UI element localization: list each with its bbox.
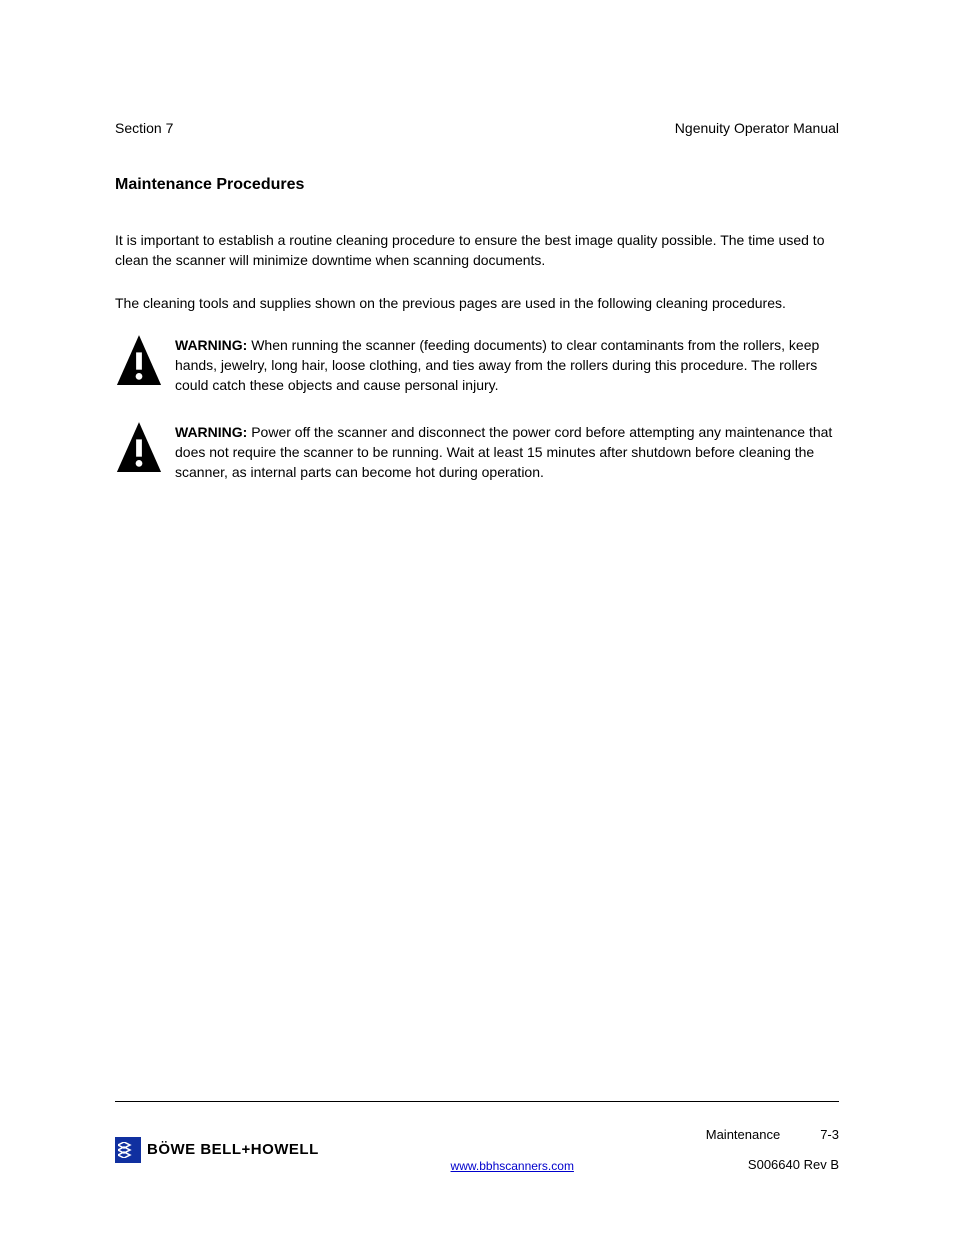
logo-mark-icon <box>115 1137 141 1163</box>
intro-paragraph: It is important to establish a routine c… <box>115 230 839 271</box>
footer: BÖWE BELL+HOWELL www.bbhscanners.com Mai… <box>115 1101 839 1187</box>
maintenance-title: Maintenance Procedures <box>115 176 839 194</box>
footer-center: www.bbhscanners.com <box>319 1157 706 1175</box>
footer-section-name: Maintenance <box>706 1127 780 1142</box>
warning-body: When running the scanner (feeding docume… <box>175 337 819 394</box>
logo-text: BÖWE BELL+HOWELL <box>147 1141 319 1158</box>
warning-icon <box>115 335 175 389</box>
warning-label: WARNING: <box>175 424 247 440</box>
footer-right: Maintenance 7-3 S006640 Rev B <box>706 1112 839 1187</box>
page-number: 7-3 <box>820 1127 839 1142</box>
warning-block-2: WARNING: Power off the scanner and disco… <box>115 422 839 483</box>
warning-text-2: WARNING: Power off the scanner and disco… <box>175 422 839 483</box>
section-label: Section 7 <box>115 120 173 136</box>
page: Section 7 Ngenuity Operator Manual Maint… <box>0 0 954 1235</box>
warning-icon <box>115 422 175 476</box>
header-row: Section 7 Ngenuity Operator Manual <box>115 120 839 136</box>
footer-rule <box>115 1101 839 1102</box>
website-link[interactable]: www.bbhscanners.com <box>451 1159 574 1173</box>
manual-title: Ngenuity Operator Manual <box>675 120 839 136</box>
footer-row: BÖWE BELL+HOWELL www.bbhscanners.com Mai… <box>115 1112 839 1187</box>
warning-block-1: WARNING: When running the scanner (feedi… <box>115 335 839 396</box>
doc-number: S006640 Rev B <box>706 1157 839 1172</box>
supplies-paragraph: The cleaning tools and supplies shown on… <box>115 293 839 313</box>
logo: BÖWE BELL+HOWELL <box>115 1137 319 1163</box>
warning-text-1: WARNING: When running the scanner (feedi… <box>175 335 839 396</box>
warning-body: Power off the scanner and disconnect the… <box>175 424 832 481</box>
warning-label: WARNING: <box>175 337 247 353</box>
